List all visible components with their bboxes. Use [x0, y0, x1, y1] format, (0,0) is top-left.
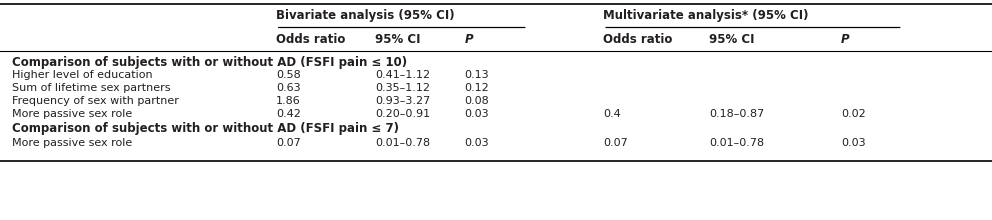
- Text: 0.01–0.78: 0.01–0.78: [375, 138, 431, 148]
- Text: P: P: [464, 33, 473, 46]
- Text: 0.12: 0.12: [464, 83, 489, 93]
- Text: 0.03: 0.03: [841, 138, 866, 148]
- Text: 95% CI: 95% CI: [709, 33, 755, 46]
- Text: 0.20–0.91: 0.20–0.91: [375, 108, 431, 119]
- Text: 0.41–1.12: 0.41–1.12: [375, 70, 431, 80]
- Text: Bivariate analysis (95% CI): Bivariate analysis (95% CI): [276, 9, 454, 22]
- Text: 0.07: 0.07: [276, 138, 301, 148]
- Text: 0.63: 0.63: [276, 83, 301, 93]
- Text: 0.03: 0.03: [464, 108, 489, 119]
- Text: More passive sex role: More passive sex role: [12, 108, 132, 119]
- Text: 0.93–3.27: 0.93–3.27: [375, 96, 431, 106]
- Text: 0.42: 0.42: [276, 108, 301, 119]
- Text: Frequency of sex with partner: Frequency of sex with partner: [12, 96, 179, 106]
- Text: 0.03: 0.03: [464, 138, 489, 148]
- Text: 0.07: 0.07: [603, 138, 628, 148]
- Text: Comparison of subjects with or without AD (FSFI pain ≤ 7): Comparison of subjects with or without A…: [12, 121, 399, 135]
- Text: 0.01–0.78: 0.01–0.78: [709, 138, 765, 148]
- Text: Sum of lifetime sex partners: Sum of lifetime sex partners: [12, 83, 171, 93]
- Text: 95% CI: 95% CI: [375, 33, 421, 46]
- Text: 0.4: 0.4: [603, 108, 621, 119]
- Text: 0.35–1.12: 0.35–1.12: [375, 83, 430, 93]
- Text: Multivariate analysis* (95% CI): Multivariate analysis* (95% CI): [603, 9, 808, 22]
- Text: 1.86: 1.86: [276, 96, 301, 106]
- Text: More passive sex role: More passive sex role: [12, 138, 132, 148]
- Text: 0.02: 0.02: [841, 108, 866, 119]
- Text: P: P: [841, 33, 850, 46]
- Text: Comparison of subjects with or without AD (FSFI pain ≤ 10): Comparison of subjects with or without A…: [12, 56, 407, 69]
- Text: 0.08: 0.08: [464, 96, 489, 106]
- Text: Odds ratio: Odds ratio: [603, 33, 673, 46]
- Text: Higher level of education: Higher level of education: [12, 70, 153, 80]
- Text: 0.13: 0.13: [464, 70, 489, 80]
- Text: 0.18–0.87: 0.18–0.87: [709, 108, 765, 119]
- Text: 0.58: 0.58: [276, 70, 301, 80]
- Text: Odds ratio: Odds ratio: [276, 33, 345, 46]
